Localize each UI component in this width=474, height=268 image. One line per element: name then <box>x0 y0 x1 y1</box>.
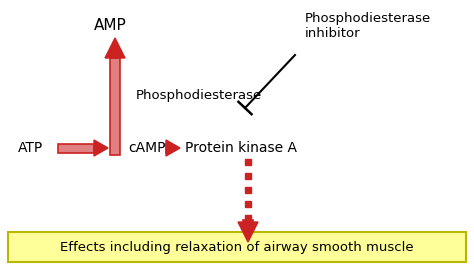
Bar <box>58 143 94 152</box>
Text: AMP: AMP <box>94 18 127 33</box>
Bar <box>243 220 253 222</box>
Text: Phosphodiesterase: Phosphodiesterase <box>136 88 262 102</box>
Text: Phosphodiesterase
inhibitor: Phosphodiesterase inhibitor <box>305 12 431 40</box>
Polygon shape <box>166 140 180 156</box>
Polygon shape <box>238 222 258 242</box>
Polygon shape <box>94 140 108 156</box>
Text: Protein kinase A: Protein kinase A <box>185 141 297 155</box>
Polygon shape <box>105 38 125 58</box>
Text: ATP: ATP <box>18 141 43 155</box>
Bar <box>166 143 170 152</box>
Text: cAMP: cAMP <box>128 141 165 155</box>
Bar <box>110 58 120 155</box>
Text: Effects including relaxation of airway smooth muscle: Effects including relaxation of airway s… <box>60 240 414 254</box>
FancyBboxPatch shape <box>8 232 466 262</box>
